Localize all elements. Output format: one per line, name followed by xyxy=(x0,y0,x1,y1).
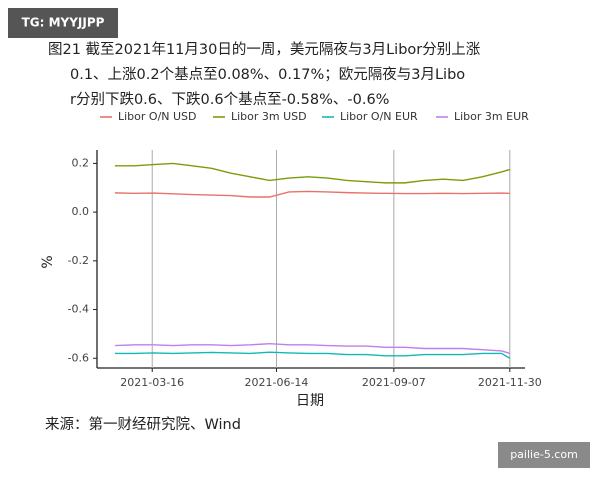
legend-label: Libor O/N USD xyxy=(118,110,197,123)
y-tick-label: -0.6 xyxy=(68,351,89,364)
title-line: 0.1、上涨0.2个基点至0.08%、0.17%；欧元隔夜与3月Libo xyxy=(70,66,465,83)
title-line: r分别下跌0.6、下跌0.6个基点至-0.58%、-0.6% xyxy=(70,91,389,108)
x-tick-label: 2021-06-14 xyxy=(245,376,309,389)
y-tick-label: 0.0 xyxy=(72,205,90,218)
y-tick-label: -0.4 xyxy=(68,303,89,316)
legend-label: Libor O/N EUR xyxy=(340,110,418,123)
site-box xyxy=(498,442,590,468)
series-line xyxy=(114,342,511,355)
y-tick-label: 0.2 xyxy=(72,156,90,169)
x-tick-label: 2021-09-07 xyxy=(362,376,426,389)
legend-label: Libor 3m USD xyxy=(231,110,307,123)
x-axis-label: 日期 xyxy=(296,393,324,409)
watermark-box xyxy=(8,8,118,38)
site-watermark: pailie-5.com xyxy=(510,448,578,461)
series-line xyxy=(114,190,510,198)
series-line xyxy=(114,162,511,184)
source: 来源：第一财经研究院、Wind xyxy=(45,415,241,433)
watermark: TG: MYYJJPP xyxy=(22,16,105,30)
y-tick-label: -0.2 xyxy=(68,254,89,267)
x-tick-label: 2021-03-16 xyxy=(120,376,184,389)
legend-label: Libor 3m EUR xyxy=(454,110,529,123)
title-line: 图21 截至2021年11月30日的一周，美元隔夜与3月Libor分别上涨 xyxy=(48,41,481,58)
series-line xyxy=(114,351,511,359)
y-axis-label: % xyxy=(40,255,56,268)
x-tick-label: 2021-11-30 xyxy=(478,376,542,389)
